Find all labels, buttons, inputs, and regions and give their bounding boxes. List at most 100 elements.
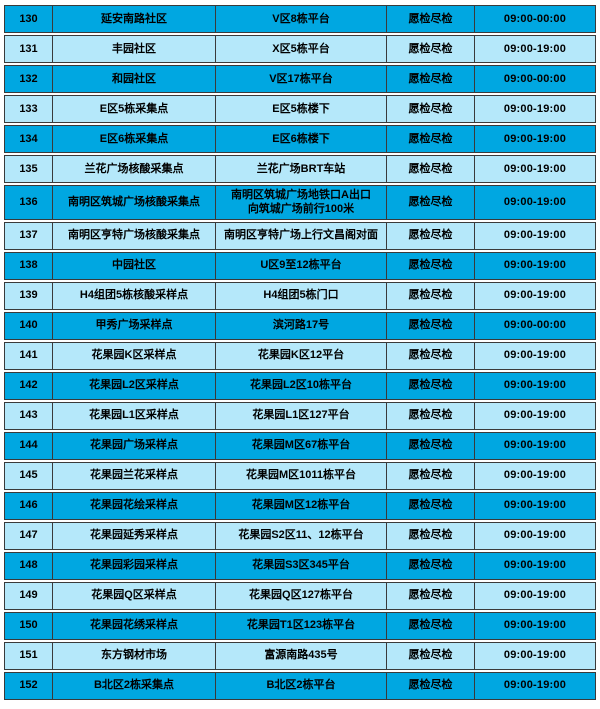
row-number: 138	[5, 252, 53, 279]
service-hours: 09:00-19:00	[503, 439, 567, 452]
site-name: E区5栋采集点	[53, 96, 216, 122]
table-row: 136 南明区筑城广场核酸采集点 南明区筑城广场地铁口A出口 向筑城广场前行10…	[4, 185, 596, 220]
table-row: 150 花果园花绣采样点 花果园T1区123栋平台 愿检尽检 09:00-19:…	[4, 611, 596, 640]
row-number: 133	[5, 96, 53, 122]
row-number: 140	[5, 312, 53, 339]
table-row: 144 花果园广场采样点 花果园M区67栋平台 愿检尽检 09:00-19:00	[4, 431, 596, 460]
service-hours: 09:00-00:00	[503, 319, 567, 332]
row-number: 137	[5, 222, 53, 249]
service-hours: 09:00-19:00	[503, 499, 567, 512]
test-type: 愿检尽检	[387, 252, 475, 279]
service-hours: 09:00-19:00	[503, 649, 567, 662]
service-hours: 09:00-19:00	[503, 409, 567, 422]
test-type: 愿检尽检	[387, 342, 475, 369]
table-row: 151 东方钢材市场 富源南路435号 愿检尽检 09:00-19:00	[4, 641, 596, 670]
site-name: 花果园彩园采样点	[53, 552, 216, 579]
table-row: 140 甲秀广场采样点 滨河路17号 愿检尽检 09:00-00:00	[4, 311, 596, 340]
test-type: 愿检尽检	[387, 156, 475, 182]
site-name: 和园社区	[53, 66, 216, 92]
site-name: 花果园L2区采样点	[53, 372, 216, 399]
service-hours: 09:00-19:00	[503, 559, 567, 572]
row-number: 142	[5, 372, 53, 399]
service-hours: 09:00-00:00	[503, 72, 567, 85]
table-row: 145 花果园兰花采样点 花果园M区1011栋平台 愿检尽检 09:00-19:…	[4, 461, 596, 490]
site-name: 东方钢材市场	[53, 642, 216, 669]
service-hours: 09:00-19:00	[503, 619, 567, 632]
site-location: X区5栋平台	[216, 36, 387, 62]
test-type: 愿检尽检	[387, 372, 475, 399]
test-type: 愿检尽检	[387, 522, 475, 549]
test-type: 愿检尽检	[387, 582, 475, 609]
service-hours: 09:00-19:00	[503, 259, 567, 272]
table-row: 133 E区5栋采集点 E区5栋楼下 愿检尽检 09:00-19:00	[4, 95, 596, 123]
service-hours: 09:00-19:00	[503, 349, 567, 362]
row-number: 150	[5, 612, 53, 639]
service-hours: 09:00-19:00	[503, 469, 567, 482]
test-type: 愿检尽检	[387, 6, 475, 32]
site-location: 花果园S3区345平台	[216, 552, 387, 579]
table-row: 148 花果园彩园采样点 花果园S3区345平台 愿检尽检 09:00-19:0…	[4, 551, 596, 580]
site-name: 花果园花绣采样点	[53, 612, 216, 639]
row-number: 132	[5, 66, 53, 92]
site-location: V区17栋平台	[216, 66, 387, 92]
table-row: 135 兰花广场核酸采集点 兰花广场BRT车站 愿检尽检 09:00-19:00	[4, 155, 596, 183]
row-number: 144	[5, 432, 53, 459]
table-row: 137 南明区亨特广场核酸采集点 南明区亨特广场上行文昌阁对面 愿检尽检 09:…	[4, 221, 596, 250]
table-row: 134 E区6栋采集点 E区6栋楼下 愿检尽检 09:00-19:00	[4, 125, 596, 153]
row-number: 139	[5, 282, 53, 309]
site-location: 花果园S2区11、12栋平台	[216, 522, 387, 549]
site-location: 花果园Q区127栋平台	[216, 582, 387, 609]
site-location: 花果园T1区123栋平台	[216, 612, 387, 639]
site-name: 花果园兰花采样点	[53, 462, 216, 489]
row-number: 148	[5, 552, 53, 579]
service-hours: 09:00-19:00	[503, 42, 567, 55]
test-type: 愿检尽检	[387, 552, 475, 579]
table-row: 131 丰园社区 X区5栋平台 愿检尽检 09:00-19:00	[4, 35, 596, 63]
site-name: 兰花广场核酸采集点	[53, 156, 216, 182]
row-number: 130	[5, 6, 53, 32]
test-type: 愿检尽检	[387, 96, 475, 122]
service-hours: 09:00-19:00	[503, 379, 567, 392]
site-name: H4组团5栋核酸采样点	[53, 282, 216, 309]
table-row: 138 中园社区 U区9至12栋平台 愿检尽检 09:00-19:00	[4, 251, 596, 280]
table-row: 139 H4组团5栋核酸采样点 H4组团5栋门口 愿检尽检 09:00-19:0…	[4, 281, 596, 310]
service-hours: 09:00-19:00	[503, 132, 567, 145]
row-number: 131	[5, 36, 53, 62]
test-type: 愿检尽检	[387, 312, 475, 339]
service-hours: 09:00-00:00	[503, 12, 567, 25]
row-number: 145	[5, 462, 53, 489]
test-type: 愿检尽检	[387, 462, 475, 489]
service-hours: 09:00-19:00	[503, 162, 567, 175]
site-location: 花果园M区12栋平台	[216, 492, 387, 519]
service-hours: 09:00-19:00	[503, 289, 567, 302]
row-number: 147	[5, 522, 53, 549]
testing-sites-table: 130 延安南路社区 V区8栋平台 愿检尽检 09:00-00:00 131 丰…	[4, 5, 596, 700]
table-row: 146 花果园花绘采样点 花果园M区12栋平台 愿检尽检 09:00-19:00	[4, 491, 596, 520]
table-row: 132 和园社区 V区17栋平台 愿检尽检 09:00-00:00	[4, 65, 596, 93]
site-location: U区9至12栋平台	[216, 252, 387, 279]
site-name: 延安南路社区	[53, 6, 216, 32]
site-location: 滨河路17号	[216, 312, 387, 339]
site-name: 花果园K区采样点	[53, 342, 216, 369]
test-type: 愿检尽检	[387, 672, 475, 699]
site-name: B北区2栋采集点	[53, 672, 216, 699]
row-number: 135	[5, 156, 53, 182]
row-number: 151	[5, 642, 53, 669]
site-name: 花果园L1区采样点	[53, 402, 216, 429]
test-type: 愿检尽检	[387, 432, 475, 459]
table-row: 152 B北区2栋采集点 B北区2栋平台 愿检尽检 09:00-19:00	[4, 671, 596, 700]
service-hours: 09:00-19:00	[503, 102, 567, 115]
row-number: 141	[5, 342, 53, 369]
service-hours: 09:00-19:00	[503, 589, 567, 602]
site-location: E区6栋楼下	[216, 126, 387, 152]
site-location: 花果园L2区10栋平台	[216, 372, 387, 399]
table-row: 141 花果园K区采样点 花果园K区12平台 愿检尽检 09:00-19:00	[4, 341, 596, 370]
site-location: V区8栋平台	[216, 6, 387, 32]
site-location: 南明区亨特广场上行文昌阁对面	[216, 222, 387, 249]
site-name: 花果园延秀采样点	[53, 522, 216, 549]
row-number: 143	[5, 402, 53, 429]
site-location: 南明区筑城广场地铁口A出口 向筑城广场前行100米	[216, 186, 387, 219]
site-location: 富源南路435号	[216, 642, 387, 669]
service-hours: 09:00-19:00	[503, 196, 567, 209]
site-location: 花果园L1区127平台	[216, 402, 387, 429]
